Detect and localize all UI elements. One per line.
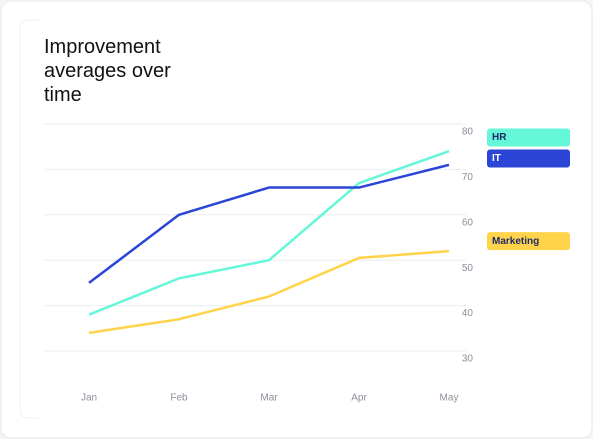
legend-swatch [487, 149, 570, 168]
y-tick-label: 30 [462, 354, 474, 365]
series-line [88, 150, 450, 316]
y-tick-label: 80 [462, 127, 474, 138]
x-tick-label: Apr [351, 393, 367, 404]
legend-label: HR [492, 132, 507, 143]
legend-label: Marketing [492, 236, 539, 247]
inner-card-edge [19, 19, 40, 419]
legend-item: IT [487, 149, 570, 168]
chart-title: Improvement averages over time [44, 36, 171, 106]
legend-item: HR [487, 128, 570, 147]
series-line [88, 163, 450, 284]
y-tick-label: 40 [462, 308, 474, 319]
legend-swatch [487, 128, 570, 147]
x-tick-label: Mar [260, 393, 278, 404]
y-tick-label: 70 [462, 172, 474, 183]
y-tick-label: 50 [462, 263, 474, 274]
legend-item: Marketing [487, 232, 570, 251]
x-tick-label: May [440, 393, 459, 404]
series-line [88, 249, 450, 335]
legend-label: IT [492, 153, 501, 164]
x-tick-label: Feb [170, 393, 188, 404]
y-tick-label: 60 [462, 217, 474, 228]
x-tick-label: Jan [81, 393, 97, 404]
legend-swatch [487, 232, 570, 251]
